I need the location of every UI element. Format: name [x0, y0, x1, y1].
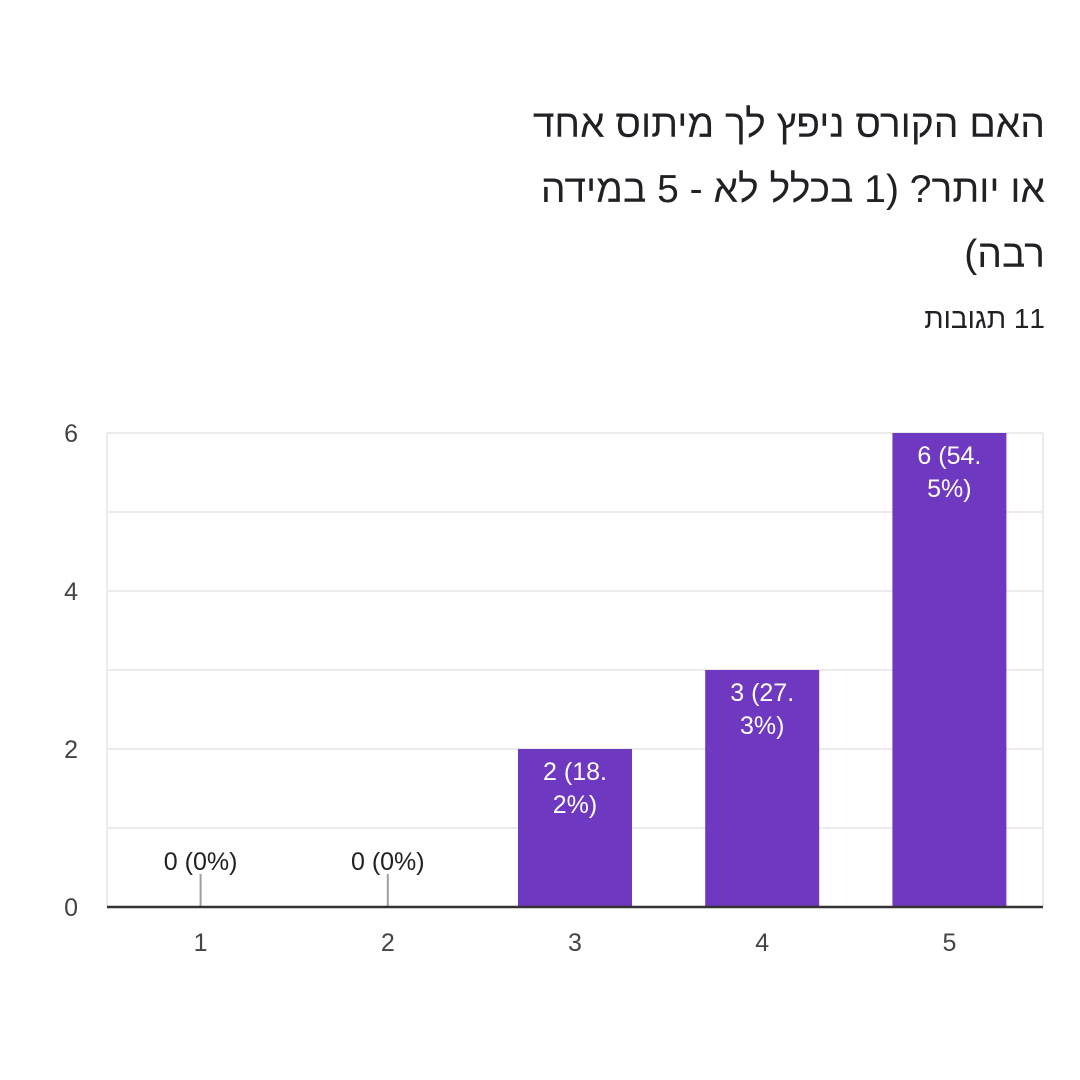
bar-value-label: 2%) — [553, 791, 597, 819]
bar-value-label: 2 (18. — [543, 758, 607, 786]
x-tick-label: 4 — [755, 929, 769, 957]
y-tick-label: 2 — [64, 736, 78, 764]
bar-value-label: 6 (54. — [917, 442, 981, 470]
x-tick-label: 5 — [942, 929, 956, 957]
bar-value-label: 0 (0%) — [164, 848, 238, 876]
y-tick-label: 4 — [64, 578, 78, 606]
bar-value-label: 3 (27. — [730, 679, 794, 707]
x-tick-label: 1 — [194, 929, 208, 957]
bar-value-label: 5%) — [927, 475, 971, 503]
x-tick-label: 3 — [568, 929, 582, 957]
bar — [892, 433, 1007, 907]
bar-value-label: 3%) — [740, 712, 784, 740]
bar — [518, 749, 632, 907]
x-tick-label: 2 — [381, 929, 395, 957]
data-labels: 0 (0%) 0 (0%) 2 (18. 2%) 3 (27. 3%) 6 (54. 5%) — [164, 442, 982, 876]
bar-value-label: 0 (0%) — [351, 848, 425, 876]
axes: 0 2 4 6 1 2 3 4 5 — [64, 420, 1043, 957]
question-title: האם הקורס ניפץ לך מיתוס אחד או יותר? (1 … — [532, 103, 1045, 276]
y-tick-label: 0 — [64, 894, 78, 922]
bar — [705, 670, 820, 907]
bars — [199, 433, 1007, 907]
y-tick-label: 6 — [64, 420, 78, 448]
response-count: 11 תגובות — [924, 303, 1045, 334]
